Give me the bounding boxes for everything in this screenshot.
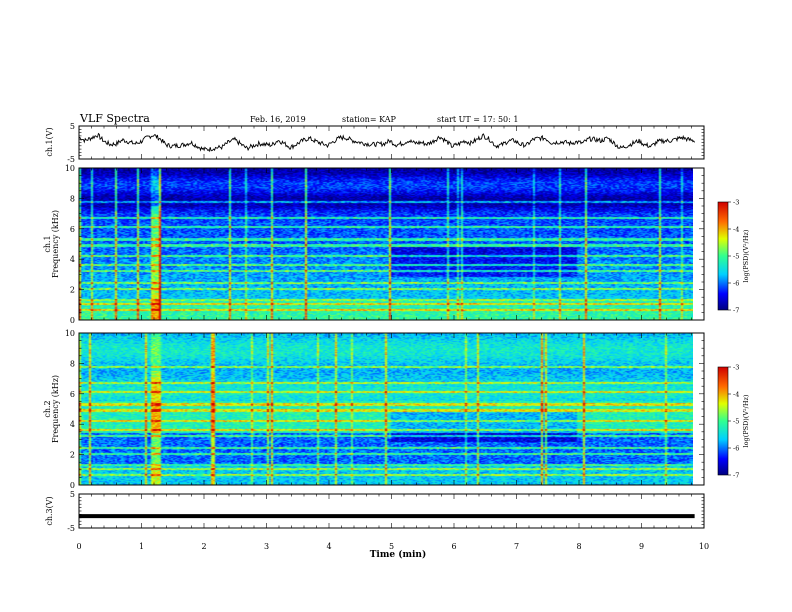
date-label: Feb. 16, 2019 [250, 115, 306, 124]
colorbar-ch1-label: log(PSD)(V²/Hz) [742, 229, 750, 282]
x-tick-label: 7 [514, 542, 519, 551]
y-axis-ticks: 5 -5 0 2 4 6 8 10 0 2 4 6 8 10 5 -5 [65, 122, 704, 533]
colorbar-tick-label: -3 [733, 364, 739, 372]
y-tick-label: 2 [70, 451, 75, 460]
colorbar-ch2-gradient [717, 366, 729, 476]
colorbar-ch1-ticks: -3 -4 -5 -6 -7 [728, 199, 739, 315]
x-tick-label: 1 [139, 542, 144, 551]
colorbar-tick-label: -4 [733, 391, 739, 399]
y-tick-label: -5 [67, 155, 75, 164]
figure-title: VLF Spectra [80, 112, 150, 125]
spectrogram-ch1-image [79, 168, 693, 320]
x-axis-label: Time (min) [370, 549, 427, 560]
x-tick-label: 2 [201, 542, 206, 551]
y-tick-label: 6 [70, 390, 75, 399]
x-axis-ticks: 0 1 2 3 4 5 6 7 8 9 10 [76, 126, 709, 551]
x-tick-label: 5 [389, 542, 394, 551]
x-tick-label: 3 [264, 542, 269, 551]
y-tick-label: 6 [70, 225, 75, 234]
x-tick-label: 8 [576, 542, 581, 551]
ch3-waveform-ylabel: ch.3(V) [45, 496, 54, 525]
y-tick-label: 2 [70, 286, 75, 295]
colorbar-ch2-ticks: -3 -4 -5 -6 -7 [728, 364, 739, 480]
x-tick-label: 9 [639, 542, 644, 551]
y-tick-label: 0 [70, 316, 75, 325]
colorbar-ch2: -3 -4 -5 -6 -7 log(PSD)(V²/Hz) [717, 364, 750, 480]
y-tick-label: -5 [67, 524, 75, 533]
ch2-spectrogram-ylabel-channel: ch.2 [43, 400, 52, 417]
y-tick-label: 5 [70, 490, 75, 499]
ch1-spectrogram-ylabel-frequency: Frequency (kHz) [51, 210, 60, 278]
colorbar-tick-label: -3 [733, 199, 739, 207]
spectrogram-ch2 [78, 332, 705, 486]
station-label: station= KAP [342, 115, 396, 124]
colorbar-ch1-gradient [717, 201, 729, 311]
y-tick-label: 5 [70, 122, 75, 131]
x-tick-label: 4 [326, 542, 331, 551]
x-tick-label: 10 [699, 542, 709, 551]
y-tick-label: 4 [70, 255, 75, 264]
start-time-label: start UT = 17: 50: 1 [437, 115, 519, 124]
y-tick-label: 4 [70, 420, 75, 429]
y-tick-label: 10 [65, 329, 75, 338]
x-tick-label: 6 [451, 542, 456, 551]
waveform-ch3-frame [78, 493, 705, 529]
y-tick-label: 8 [70, 194, 75, 203]
x-tick-label: 0 [76, 542, 81, 551]
colorbar-ch1: -3 -4 -5 -6 -7 log(PSD)(V²/Hz) [717, 199, 750, 315]
y-tick-label: 10 [65, 164, 75, 173]
colorbar-tick-label: -7 [733, 307, 739, 315]
waveform-ch1-trace [78, 132, 695, 153]
y-tick-label: 8 [70, 359, 75, 368]
spectrogram-ch2-image [79, 333, 693, 485]
ch1-spectrogram-ylabel-channel: ch.1 [43, 235, 52, 252]
ch1-waveform-ylabel: ch.1(V) [45, 127, 54, 156]
colorbar-ch2-label: log(PSD)(V²/Hz) [742, 394, 750, 447]
colorbar-tick-label: -5 [733, 418, 739, 426]
colorbar-tick-label: -6 [733, 445, 739, 453]
colorbar-tick-label: -5 [733, 253, 739, 261]
colorbar-tick-label: -4 [733, 226, 739, 234]
spectrogram-ch1 [78, 167, 705, 321]
ch2-spectrogram-ylabel-frequency: Frequency (kHz) [51, 375, 60, 443]
colorbar-tick-label: -7 [733, 472, 739, 480]
colorbar-tick-label: -6 [733, 280, 739, 288]
y-tick-label: 0 [70, 481, 75, 490]
